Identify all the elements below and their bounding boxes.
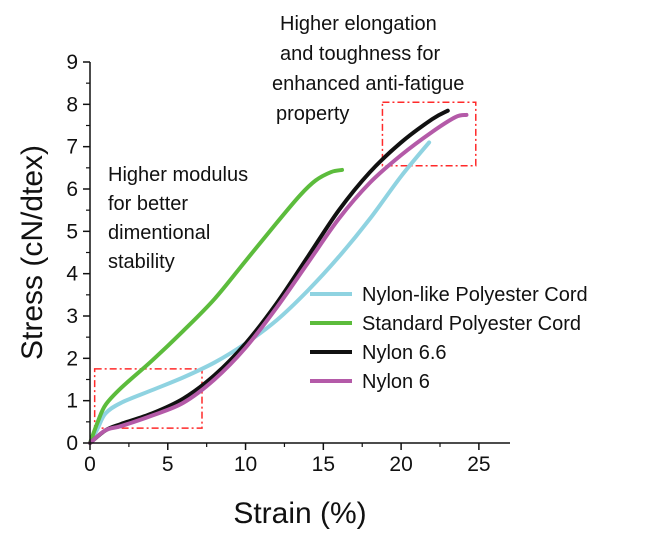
series-lines — [88, 108, 469, 445]
y-tick-label: 9 — [66, 51, 78, 74]
x-axis-title: Strain (%) — [233, 497, 366, 530]
legend: Nylon-like Polyester Cord Standard Polyes… — [310, 284, 588, 393]
series-line-nylon-6-6 — [88, 108, 450, 445]
x-tick-label: 20 — [389, 453, 412, 476]
legend-label-nylon-like-polyester-cord: Nylon-like Polyester Cord — [362, 284, 588, 306]
annotation-left-line: dimentional — [108, 222, 210, 244]
annotation-top-line: and toughness for — [280, 43, 440, 65]
legend-label-standard-polyester-cord: Standard Polyester Cord — [362, 313, 581, 335]
y-tick-label: 5 — [66, 220, 78, 243]
legend-label-nylon-6-6: Nylon 6.6 — [362, 342, 447, 364]
x-tick-label: 25 — [467, 453, 490, 476]
y-tick-label: 8 — [66, 93, 78, 116]
y-tick-label: 3 — [66, 305, 78, 328]
series-line-nylon-6 — [88, 112, 469, 445]
annotation-top-line: Higher elongation — [280, 13, 437, 35]
y-tick-label: 4 — [66, 263, 78, 286]
y-tick-label: 6 — [66, 178, 78, 201]
ticks: 0 5 10 15 20 25 0 1 2 3 4 5 6 7 8 9 — [66, 51, 490, 476]
y-axis-title: Stress (cN/dtex) — [16, 145, 49, 360]
y-tick-label: 0 — [66, 432, 78, 455]
x-tick-label: 5 — [162, 453, 174, 476]
y-tick-label: 1 — [66, 390, 78, 413]
y-tick-label: 2 — [66, 347, 78, 370]
annotation-top-line: enhanced anti-fatigue — [272, 73, 464, 95]
annotations: Higher modulus for better dimentional stabi… — [108, 13, 464, 273]
x-tick-label: 15 — [312, 453, 335, 476]
legend-label-nylon-6: Nylon 6 — [362, 371, 430, 393]
highlight-boxes — [93, 101, 477, 429]
y-tick-label: 7 — [66, 136, 78, 159]
annotation-left-line: stability — [108, 251, 175, 273]
series-line-nylon-like-polyester-cord — [88, 140, 432, 445]
annotation-left-line: Higher modulus — [108, 164, 248, 186]
highlight-box-1 — [93, 368, 203, 429]
annotation-left-line: for better — [108, 193, 188, 215]
x-tick-label: 10 — [234, 453, 257, 476]
annotation-top-line: property — [276, 103, 349, 125]
series-line-standard-polyester-cord — [88, 167, 344, 445]
x-tick-label: 0 — [84, 453, 96, 476]
highlight-box-2 — [381, 101, 477, 167]
